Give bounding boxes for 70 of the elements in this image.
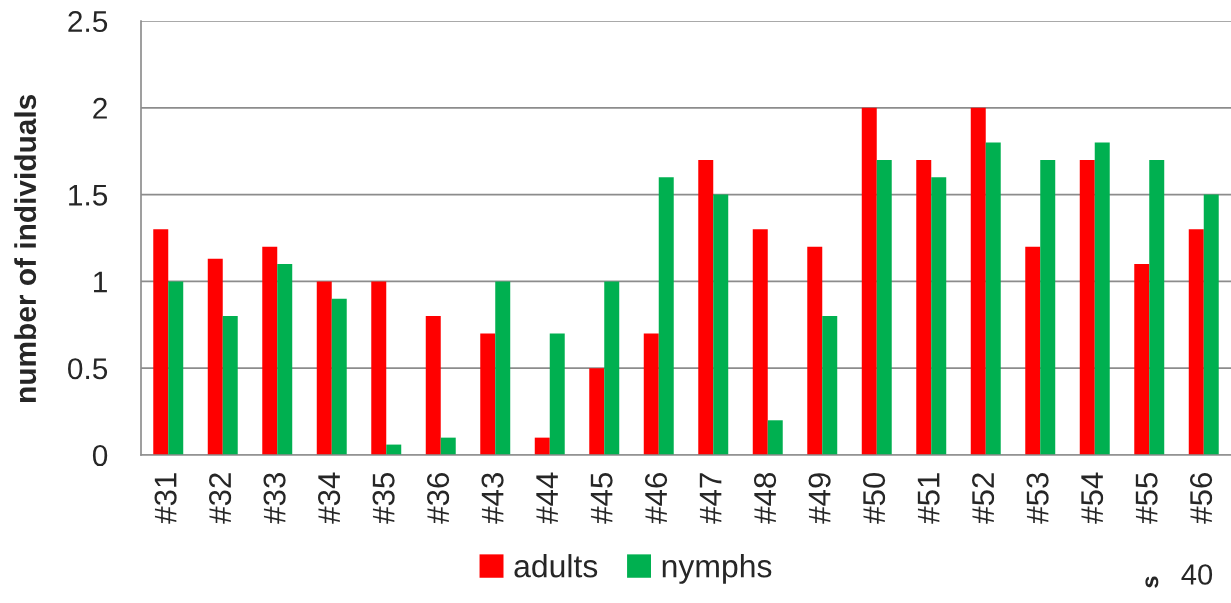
bar [1079, 159, 1095, 455]
bar [534, 437, 550, 455]
x-tick-label: #45 [590, 472, 613, 524]
x-tick-label: #46 [645, 473, 668, 524]
bar [876, 159, 892, 455]
bar [1188, 229, 1204, 455]
bar [153, 229, 169, 455]
bar [807, 246, 823, 455]
x-tick-label: #55 [1135, 472, 1158, 524]
x-tick-label: #34 [318, 472, 341, 524]
y-tick-label: 2 [93, 97, 107, 119]
bar [495, 281, 511, 455]
bar [589, 368, 605, 455]
bar [549, 333, 565, 455]
x-tick-label: #32 [209, 473, 232, 524]
bar [207, 258, 223, 455]
bar [1040, 159, 1056, 455]
x-tick-label: #52 [972, 473, 995, 524]
bar [1025, 246, 1041, 455]
y-tick-label: 1 [94, 271, 107, 293]
bar [440, 437, 456, 455]
x-tick-label: #51 [917, 473, 940, 524]
text: 40 [1181, 564, 1213, 585]
bar [277, 264, 293, 455]
y-tick-label: 0 [92, 444, 108, 467]
bar [1203, 194, 1219, 455]
bar [425, 316, 441, 455]
x-tick-label: #54 [1081, 472, 1104, 524]
bar [262, 246, 278, 455]
bar [1134, 264, 1150, 455]
bar [1149, 159, 1165, 455]
bar [861, 107, 877, 455]
bar [767, 420, 783, 455]
x-tick-label: #56 [1190, 473, 1213, 524]
bar [985, 142, 1001, 455]
y-tick-label: 0.5 [68, 358, 108, 380]
x-tick-label: #36 [427, 473, 450, 524]
bar [970, 107, 986, 455]
legend-label: nymphs [662, 554, 772, 584]
bar [371, 281, 387, 455]
y-axis-title: number of individuals [14, 94, 37, 402]
bar [316, 281, 332, 455]
bar [822, 316, 838, 455]
x-tick-label: #50 [863, 472, 886, 524]
bar [658, 177, 674, 455]
x-tick-label: #47 [699, 473, 722, 524]
x-tick-label: #53 [1026, 473, 1049, 524]
bar [331, 298, 347, 455]
bar [713, 194, 729, 455]
y-tick-label: 1.5 [69, 184, 108, 206]
bar [480, 333, 496, 455]
bar [1094, 142, 1110, 455]
y-tick-label: 2.5 [68, 10, 108, 33]
bar [752, 229, 768, 455]
x-tick-label: #43 [481, 473, 504, 524]
bar [222, 316, 238, 455]
x-tick-label: #33 [263, 473, 286, 524]
bar [168, 281, 184, 455]
x-tick-label: #44 [536, 472, 558, 524]
x-tick-label: #48 [754, 473, 777, 524]
text: s [1145, 576, 1159, 588]
bar [698, 159, 714, 455]
x-tick-label: #35 [372, 472, 395, 524]
bar [916, 159, 932, 455]
legend-label: adults [514, 554, 598, 578]
x-tick-label: #49 [808, 473, 831, 524]
bar [604, 281, 620, 455]
bar [931, 177, 947, 455]
bar [643, 333, 659, 455]
x-tick-label: #31 [154, 473, 177, 524]
